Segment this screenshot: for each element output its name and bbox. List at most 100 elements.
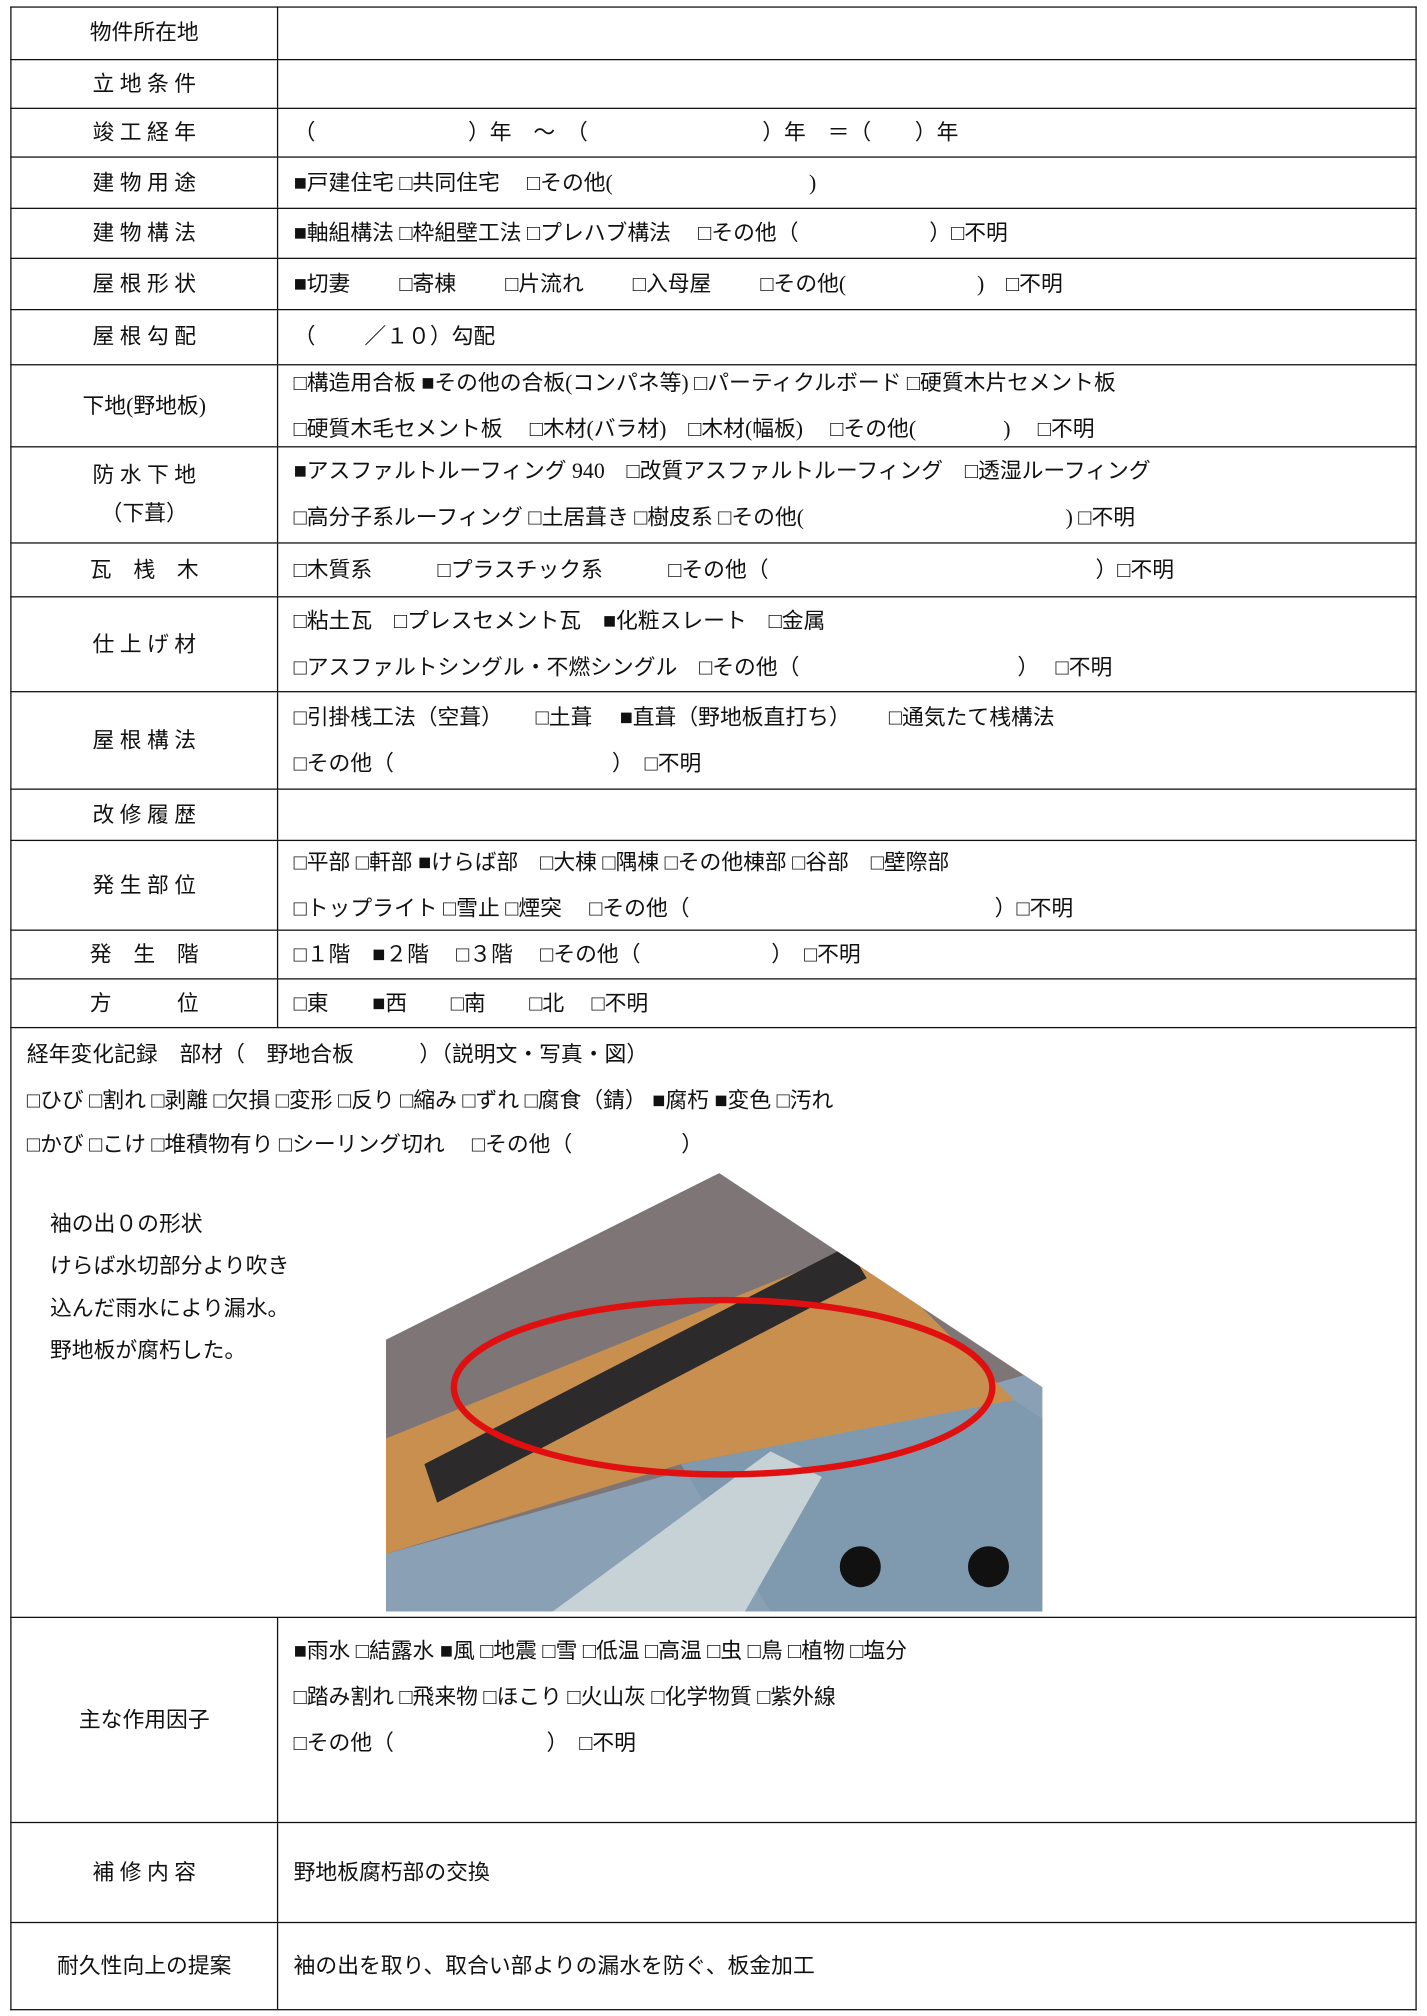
- row-label: 改 修 履 歴: [12, 789, 279, 840]
- content-line: □踏み割れ □飛来物 □ほこり □火山灰 □化学物質 □紫外線: [293, 1684, 836, 1710]
- label-text: 瓦 桟 木: [89, 557, 199, 582]
- form-row: 発 生 階 □１階 ■２階 □３階 □その他（ ） □不明: [10, 930, 1417, 980]
- form-row: 下地(野地板) □構造用合板 ■その他の合板(コンパネ等) □パーティクルボード …: [10, 365, 1417, 448]
- content-line: □構造用合板 ■その他の合板(コンパネ等) □パーティクルボード □硬質木片セメ…: [293, 369, 1116, 395]
- form-row: 発 生 部 位 □平部 □軒部 ■けらば部 □大棟 □隅棟 □その他棟部 □谷部 …: [10, 841, 1417, 931]
- row-content: [278, 6, 1415, 59]
- row-label: 下地(野地板): [12, 365, 279, 447]
- form-row: 物件所在地: [10, 6, 1417, 61]
- form-row: 防 水 下 地 （下葺） ■アスファルトルーフィング 940 □改質アスファルトルー…: [10, 447, 1417, 544]
- record-note: 野地板が腐朽した。: [50, 1338, 247, 1363]
- label-text: （下葺）: [100, 501, 188, 526]
- form-row: 建 物 構 法 ■軸組構法 □枠組壁工法 □プレハブ構法 □その他（ ）□不明: [10, 208, 1417, 259]
- label-text: 発 生 部 位: [92, 872, 197, 897]
- label-text: 屋 根 構 法: [92, 727, 197, 752]
- label-text: 建 物 用 途: [92, 169, 197, 195]
- row-label: 耐久性向上の提案: [12, 1923, 279, 2010]
- form-row: 仕 上 げ 材 □粘土瓦 □プレスセメント瓦 ■化粧スレート □金属 □アスファルト…: [10, 597, 1417, 693]
- row-label: 物件所在地: [12, 6, 279, 59]
- row-label: 竣 工 経 年: [12, 108, 279, 157]
- row-label: 防 水 下 地 （下葺）: [12, 447, 279, 543]
- record-note: 込んだ雨水により漏水。: [50, 1296, 290, 1321]
- form-row: 改 修 履 歴: [10, 789, 1417, 842]
- form-row: 耐久性向上の提案 袖の出を取り、取合い部よりの漏水を防ぐ、板金加工: [10, 1923, 1417, 2011]
- label-text: 防 水 下 地: [92, 462, 197, 488]
- content-line: □その他（ ） □不明: [293, 750, 702, 776]
- record-note: けらば水切部分より吹き: [50, 1253, 290, 1279]
- row-content: （ ）年 ～ （ ）年 ＝（ ）年: [278, 109, 1415, 156]
- label-text: 仕 上 げ 材: [92, 631, 197, 656]
- row-content: ■切妻 □寄棟 □片流れ □入母屋 □その他( ) □不明: [278, 259, 1415, 309]
- content-line: ■切妻 □寄棟 □片流れ □入母屋 □その他( ) □不明: [293, 271, 1063, 296]
- content-line: □１階 ■２階 □３階 □その他（ ） □不明: [293, 941, 861, 967]
- record-line: □かび □こけ □堆積物有り □シーリング切れ □その他（ ）: [26, 1132, 704, 1157]
- row-content: 袖の出を取り、取合い部よりの漏水を防ぐ、板金加工: [278, 1923, 1415, 2009]
- content-line: □硬質木毛セメント板 □木材(バラ材) □木材(幅板) □その他( ) □不明: [293, 416, 1095, 441]
- content-line: □東 ■西 □南 □北 □不明: [293, 990, 649, 1015]
- content-line: ■戸建住宅 □共同住宅 □その他( ): [293, 169, 817, 195]
- label-text: 立 地 条 件: [92, 71, 197, 96]
- label-text: 改 修 履 歴: [92, 801, 197, 827]
- record-section: 経年変化記録 部材（ 野地合板 ）（説明文・写真・図） □ひび □割れ □剥離 □…: [10, 1028, 1417, 1619]
- label-text: 発 生 階: [89, 941, 199, 967]
- content-line: □高分子系ルーフィング □土居葺き □樹皮系 □その他( ) □不明: [293, 505, 1136, 530]
- row-label: 瓦 桟 木: [12, 543, 279, 597]
- content-line: □木質系 □プラスチック系 □その他（ ）□不明: [293, 557, 1175, 582]
- form-row: 竣 工 経 年 （ ）年 ～ （ ）年 ＝（ ）年: [10, 108, 1417, 158]
- content-line: 袖の出を取り、取合い部よりの漏水を防ぐ、板金加工: [293, 1953, 815, 1978]
- form-row: 方 位 □東 ■西 □南 □北 □不明: [10, 979, 1417, 1029]
- record-note: 袖の出０の形状: [50, 1211, 203, 1236]
- content-line: 野地板腐朽部の交換: [293, 1859, 490, 1885]
- content-line: ■軸組構法 □枠組壁工法 □プレハブ構法 □その他（ ）□不明: [293, 220, 1008, 245]
- row-content: [278, 790, 1415, 840]
- form-row: 補 修 内 容 野地板腐朽部の交換: [10, 1823, 1417, 1924]
- row-label: 方 位: [12, 979, 279, 1027]
- row-content: ■戸建住宅 □共同住宅 □その他( ): [278, 158, 1415, 208]
- form-row: 瓦 桟 木 □木質系 □プラスチック系 □その他（ ）□不明: [10, 543, 1417, 598]
- content-line: □引掛桟工法（空葺） □土葺 ■直葺（野地板直打ち） □通気たて桟構法: [293, 704, 1055, 729]
- row-content: （ ／１０）勾配: [278, 310, 1415, 364]
- row-content: □粘土瓦 □プレスセメント瓦 ■化粧スレート □金属 □アスファルトシングル・不燃…: [278, 597, 1415, 691]
- row-content: □東 ■西 □南 □北 □不明: [278, 980, 1415, 1027]
- label-text: 下地(野地板): [82, 392, 206, 418]
- content-line: ■雨水 □結露水 ■風 □地震 □雪 □低温 □高温 □虫 □鳥 □植物 □塩分: [293, 1638, 908, 1663]
- label-text: 屋 根 勾 配: [92, 324, 197, 349]
- label-text: 耐久性向上の提案: [57, 1953, 232, 1978]
- row-label: 建 物 構 法: [12, 208, 279, 258]
- row-content: ■雨水 □結露水 ■風 □地震 □雪 □低温 □高温 □虫 □鳥 □植物 □塩分…: [278, 1618, 1415, 1822]
- record-line: 経年変化記録 部材（ 野地合板 ）（説明文・写真・図）: [26, 1042, 649, 1067]
- label-text: 屋 根 形 状: [92, 271, 197, 296]
- record-line: □ひび □割れ □剥離 □欠損 □変形 □反り □縮み □ずれ □腐食（錆） ■…: [26, 1088, 834, 1113]
- content-line: （ ／１０）勾配: [293, 324, 496, 349]
- label-text: 物件所在地: [89, 19, 199, 45]
- content-line: □アスファルトシングル・不燃シングル □その他（ ） □不明: [293, 654, 1113, 679]
- row-content: □１階 ■２階 □３階 □その他（ ） □不明: [278, 931, 1415, 978]
- form-row: 建 物 用 途 ■戸建住宅 □共同住宅 □その他( ): [10, 157, 1417, 209]
- form-row: 屋 根 勾 配 （ ／１０）勾配: [10, 310, 1417, 366]
- content-line: □トップライト □雪止 □煙突 □その他（ ）□不明: [293, 895, 1074, 920]
- form-row: 屋 根 形 状 ■切妻 □寄棟 □片流れ □入母屋 □その他( ) □不明: [10, 258, 1417, 311]
- form-row: 主な作用因子 ■雨水 □結露水 ■風 □地震 □雪 □低温 □高温 □虫 □鳥 □…: [10, 1618, 1417, 1824]
- content-line: □粘土瓦 □プレスセメント瓦 ■化粧スレート □金属: [293, 608, 826, 633]
- content-line: □平部 □軒部 ■けらば部 □大棟 □隅棟 □その他棟部 □谷部 □壁際部: [293, 849, 950, 874]
- row-content: ■軸組構法 □枠組壁工法 □プレハブ構法 □その他（ ）□不明: [278, 209, 1415, 258]
- row-label: 屋 根 構 法: [12, 692, 279, 789]
- row-label: 屋 根 勾 配: [12, 310, 279, 365]
- row-label: 発 生 部 位: [12, 841, 279, 930]
- label-text: 建 物 構 法: [92, 220, 197, 245]
- label-text: 主な作用因子: [78, 1707, 210, 1732]
- row-content: ■アスファルトルーフィング 940 □改質アスファルトルーフィング □透湿ルーフ…: [278, 447, 1415, 542]
- label-text: 方 位: [89, 990, 199, 1015]
- content-line: □その他（ ） □不明: [293, 1730, 636, 1756]
- row-content: □引掛桟工法（空葺） □土葺 ■直葺（野地板直打ち） □通気たて桟構法 □その他（…: [278, 692, 1415, 788]
- damage-photo: [385, 1173, 1043, 1612]
- row-label: 主な作用因子: [12, 1618, 279, 1822]
- row-content: □木質系 □プラスチック系 □その他（ ）□不明: [278, 544, 1415, 597]
- form-row: 立 地 条 件: [10, 60, 1417, 109]
- row-content: 野地板腐朽部の交換: [278, 1823, 1415, 1922]
- row-label: 屋 根 形 状: [12, 258, 279, 309]
- content-line: （ ）年 ～ （ ）年 ＝（ ）年: [293, 119, 959, 145]
- row-label: 建 物 用 途: [12, 157, 279, 208]
